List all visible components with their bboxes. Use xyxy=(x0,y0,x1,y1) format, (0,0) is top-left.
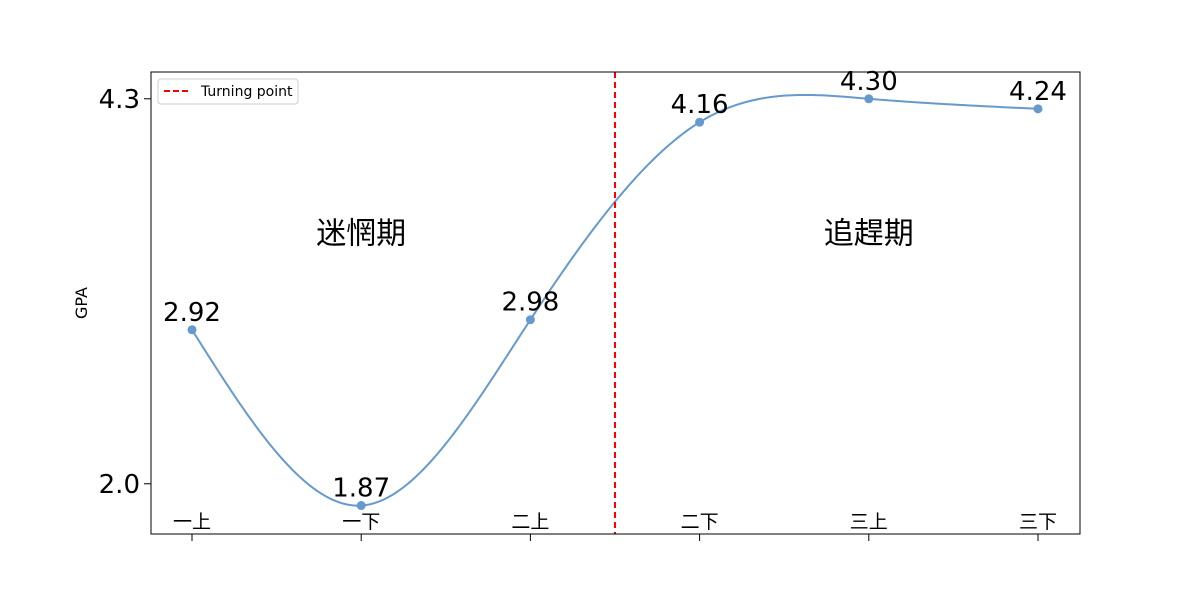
y-tick-label: 2.0 xyxy=(99,470,140,500)
point-label: 2.98 xyxy=(501,288,559,318)
x-tick-label: 二下 xyxy=(681,511,719,533)
legend-box xyxy=(157,78,299,105)
data-point xyxy=(187,325,197,335)
point-label: 4.16 xyxy=(671,90,729,120)
region-label: 追趕期 xyxy=(824,217,914,252)
x-tick-label: 三上 xyxy=(850,511,888,533)
point-label: 4.30 xyxy=(840,67,898,97)
legend-label: Turning point xyxy=(200,84,293,100)
x-tick-label: 二上 xyxy=(511,511,549,533)
point-label: 2.92 xyxy=(163,298,221,328)
point-label: 1.87 xyxy=(332,474,390,504)
data-point xyxy=(525,315,535,325)
data-point xyxy=(1033,104,1043,114)
point-label: 4.24 xyxy=(1009,77,1067,107)
region-label: 迷惘期 xyxy=(316,217,406,252)
data-point xyxy=(356,501,366,511)
x-tick-label: 一上 xyxy=(173,511,211,533)
x-tick-label: 一下 xyxy=(342,511,380,533)
plot-frame xyxy=(150,71,1081,535)
y-tick-label: 4.3 xyxy=(99,85,140,115)
data-point xyxy=(864,94,874,104)
data-point xyxy=(695,117,705,127)
x-tick-label: 三下 xyxy=(1019,511,1057,533)
gpa-line xyxy=(191,93,1039,507)
y-axis-label: GPA xyxy=(72,287,91,319)
